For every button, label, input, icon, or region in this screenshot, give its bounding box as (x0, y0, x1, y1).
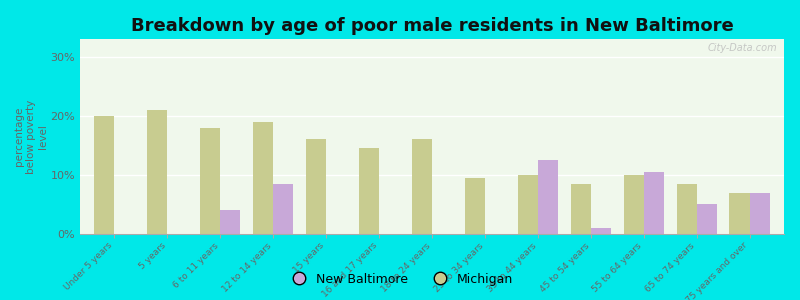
Bar (624, 175, 644, 234)
Y-axis label: percentage
below poverty
level: percentage below poverty level (14, 99, 48, 174)
Text: City-Data.com: City-Data.com (707, 43, 777, 53)
Bar (274, 184, 294, 234)
Bar (412, 140, 432, 234)
Bar (750, 193, 770, 234)
Bar (306, 140, 326, 234)
Bar (253, 122, 274, 234)
Bar (147, 110, 167, 234)
Bar (644, 172, 664, 234)
Bar (465, 178, 485, 234)
Bar (518, 175, 538, 234)
Bar (590, 228, 611, 234)
Bar (220, 210, 240, 234)
Bar (359, 148, 379, 234)
Bar (677, 184, 697, 234)
Bar (730, 193, 750, 234)
Bar (697, 205, 717, 234)
Bar (570, 184, 590, 234)
Title: Breakdown by age of poor male residents in New Baltimore: Breakdown by age of poor male residents … (130, 17, 734, 35)
Bar (538, 160, 558, 234)
Legend: New Baltimore, Michigan: New Baltimore, Michigan (282, 268, 518, 291)
Bar (200, 128, 220, 234)
Bar (94, 116, 114, 234)
